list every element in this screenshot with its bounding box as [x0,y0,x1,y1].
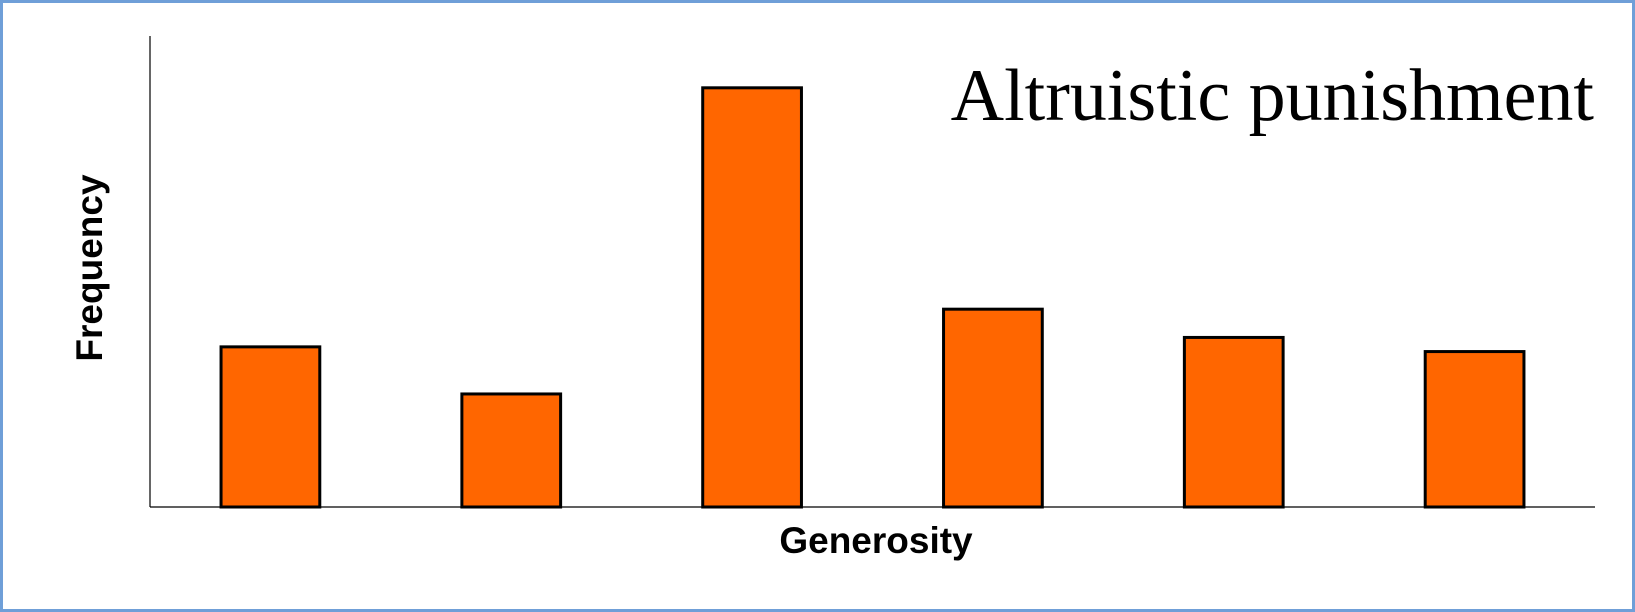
bar [942,307,1044,509]
bar [460,392,563,509]
y-axis-label: Frequency [69,174,110,362]
bar [1423,350,1526,509]
bar [701,86,803,509]
bar [219,345,322,509]
bar [1182,335,1285,509]
x-axis-label: Generosity [779,520,973,561]
chart-title: Altruistic punishment [951,55,1595,137]
